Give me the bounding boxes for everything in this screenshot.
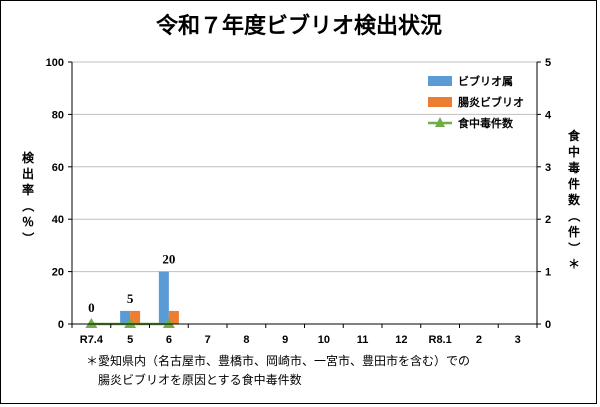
y-tick-label: 80 <box>52 109 64 121</box>
axis-label-char: 率 <box>22 182 34 197</box>
bar-vp-5 <box>130 310 141 324</box>
axis-label-char: ） <box>21 232 36 244</box>
y-tick-label: 60 <box>52 162 64 174</box>
y-tick-label: 20 <box>52 267 64 279</box>
gridlines <box>72 61 537 273</box>
legend-marker <box>435 117 445 127</box>
data-label-6: 20 <box>162 252 175 267</box>
footnote-line-2: 腸炎ビブリオを原因とする食中毒件数 <box>98 372 302 387</box>
x-tick-label: 5 <box>127 334 133 346</box>
y2-tick-label: 3 <box>545 162 551 174</box>
axis-label-char: 出 <box>22 166 34 181</box>
x-tick-label: 7 <box>205 334 211 346</box>
bar-vibrio-5 <box>120 310 131 324</box>
x-tick-label: 8 <box>243 334 249 346</box>
bar-vibrio-6 <box>158 271 169 324</box>
y2-tick-label: 4 <box>545 109 552 121</box>
axis-label-char: 件 <box>568 224 580 239</box>
y2-tick-label: 2 <box>545 214 551 226</box>
legend-swatch <box>428 76 452 86</box>
food-poisoning-point <box>162 318 175 328</box>
y2-tick-label: 1 <box>545 267 551 279</box>
x-tick-label: 11 <box>357 334 369 346</box>
axis-label-char: 件 <box>568 176 580 191</box>
footnote-line-1: ＊愛知県内（名古屋市、豊橋市、岡崎市、一宮市、豊田市を含む）での <box>86 353 470 368</box>
bars <box>120 271 179 324</box>
bar-vp-6 <box>168 310 179 324</box>
legend-label: ビブリオ属 <box>458 74 513 88</box>
legend-label: 腸炎ビブリオ <box>458 95 524 109</box>
x-tick-label: 6 <box>166 334 172 346</box>
x-tick-label: R8.1 <box>429 334 452 346</box>
axis-label-char: ％ <box>22 215 34 229</box>
x-tick-label: 10 <box>318 334 330 346</box>
food-poisoning-point <box>124 318 137 328</box>
legend-label: 食中毒件数 <box>458 116 514 130</box>
axis-label-char: （ <box>21 200 36 212</box>
y-axis-label: 検出率 （ ％ ） <box>21 150 36 244</box>
axis-label-char: 検 <box>22 150 35 165</box>
data-label-R7.4: 0 <box>88 300 95 315</box>
axis-label-char: 数 <box>568 192 581 207</box>
y2-tick-label: 5 <box>545 57 551 69</box>
axis-label-char: 中 <box>568 144 580 159</box>
y-tick-label: 100 <box>46 57 64 69</box>
axis-label-char: 食 <box>567 128 581 143</box>
axis-label-char: （ <box>567 210 582 222</box>
x-tick-label: 9 <box>282 334 288 346</box>
data-label-5: 5 <box>127 291 134 306</box>
y-tick-label: 0 <box>58 319 64 331</box>
x-tick-label: 12 <box>395 334 407 346</box>
data-labels: 0 5 20 <box>88 252 175 315</box>
x-tick-label: 3 <box>515 334 521 346</box>
y-tick-label: 40 <box>52 214 64 226</box>
x-tick-label: R7.4 <box>80 334 104 346</box>
food-poisoning-point <box>85 318 98 328</box>
x-tick-label: 2 <box>476 334 482 346</box>
axis-label-char: ＊ <box>568 257 580 271</box>
axis-label-char: ） <box>567 242 582 254</box>
y2-tick-label: 0 <box>545 319 551 331</box>
axis-label-char: 毒 <box>568 160 580 175</box>
chart-title: 令和７年度ビブリオ検出状況 <box>156 13 442 39</box>
legend-swatch <box>428 97 452 107</box>
y2-axis-label: 食中毒件数（件）＊ <box>567 128 582 271</box>
